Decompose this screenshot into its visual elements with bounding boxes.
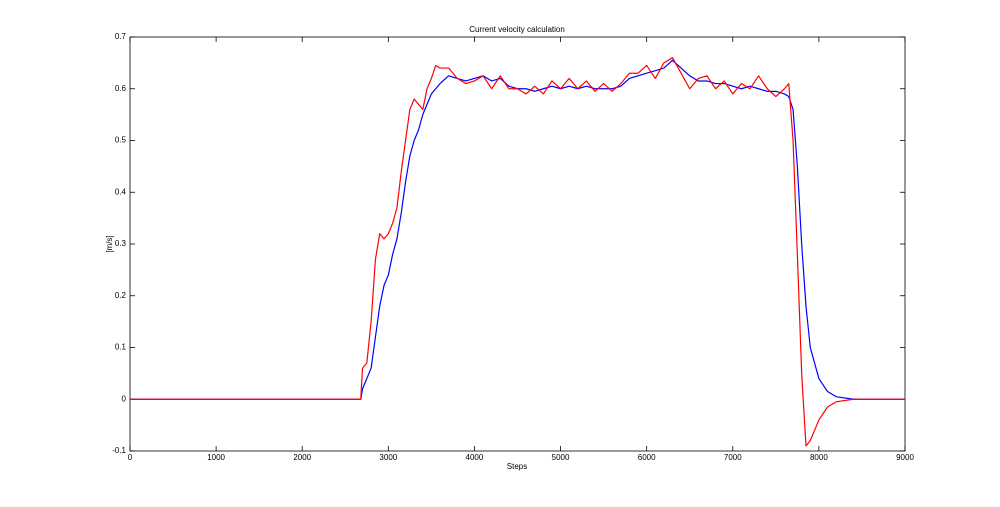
- y-tick-label: 0.5: [115, 136, 127, 145]
- x-tick-label: 1000: [207, 453, 225, 462]
- x-tick-label: 4000: [466, 453, 484, 462]
- x-tick-label: 3000: [379, 453, 397, 462]
- y-tick-label: 0.1: [115, 343, 127, 352]
- chart-title: Current velocity calculation: [469, 25, 565, 34]
- x-tick-label: 0: [128, 453, 133, 462]
- x-axis-label: Steps: [507, 462, 527, 471]
- x-tick-label: 2000: [293, 453, 311, 462]
- x-tick-label: 7000: [724, 453, 742, 462]
- y-tick-label: 0.4: [115, 187, 127, 196]
- data-line: [130, 57, 905, 447]
- y-tick-label: -0.1: [112, 446, 126, 455]
- y-axis-label: [m/s]: [105, 235, 114, 252]
- x-tick-label: 8000: [810, 453, 828, 462]
- x-tick-label: 6000: [638, 453, 656, 462]
- y-tick-label: 0.7: [115, 32, 127, 41]
- y-tick-label: 0: [122, 394, 127, 403]
- y-tick-label: 0.3: [115, 239, 127, 248]
- x-tick-label: 5000: [552, 453, 570, 462]
- y-tick-label: 0.6: [115, 84, 127, 93]
- plot-box: [129, 36, 906, 452]
- y-tick-label: 0.2: [115, 291, 127, 300]
- data-line: [130, 59, 905, 400]
- x-tick-label: 9000: [896, 453, 914, 462]
